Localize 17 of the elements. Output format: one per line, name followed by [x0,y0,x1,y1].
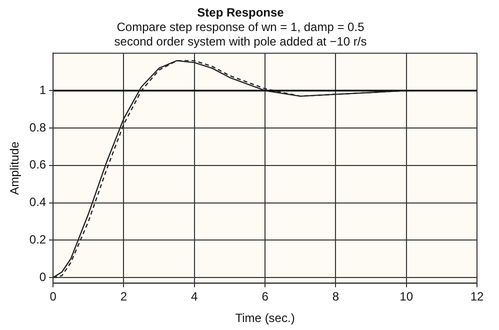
y-tick-label: 0.8 [29,120,46,134]
y-tick-label: 0.2 [29,232,46,247]
y-tick-label: 0 [39,270,46,284]
x-tick-label: 12 [470,290,484,304]
x-tick-label: 4 [191,290,198,304]
chart-title: Step Response [197,6,284,20]
x-tick-label: 8 [332,290,340,304]
y-axis-title: Amplitude [8,141,22,195]
y-tick-label: 0.6 [29,158,46,172]
x-tick-label: 2 [120,290,128,304]
x-tick-label: 0 [50,290,57,304]
y-tick-label: 0.4 [29,195,46,210]
x-tick-label: 6 [262,290,269,304]
chart-subtitle: Compare step response of wn = 1, damp = 0.5 second order system with pole added at −10 r/s [114,20,367,48]
x-tick-label: 10 [400,290,414,304]
y-tick-label: 1 [39,82,46,97]
x-axis-title: Time (sec.) [235,311,295,326]
